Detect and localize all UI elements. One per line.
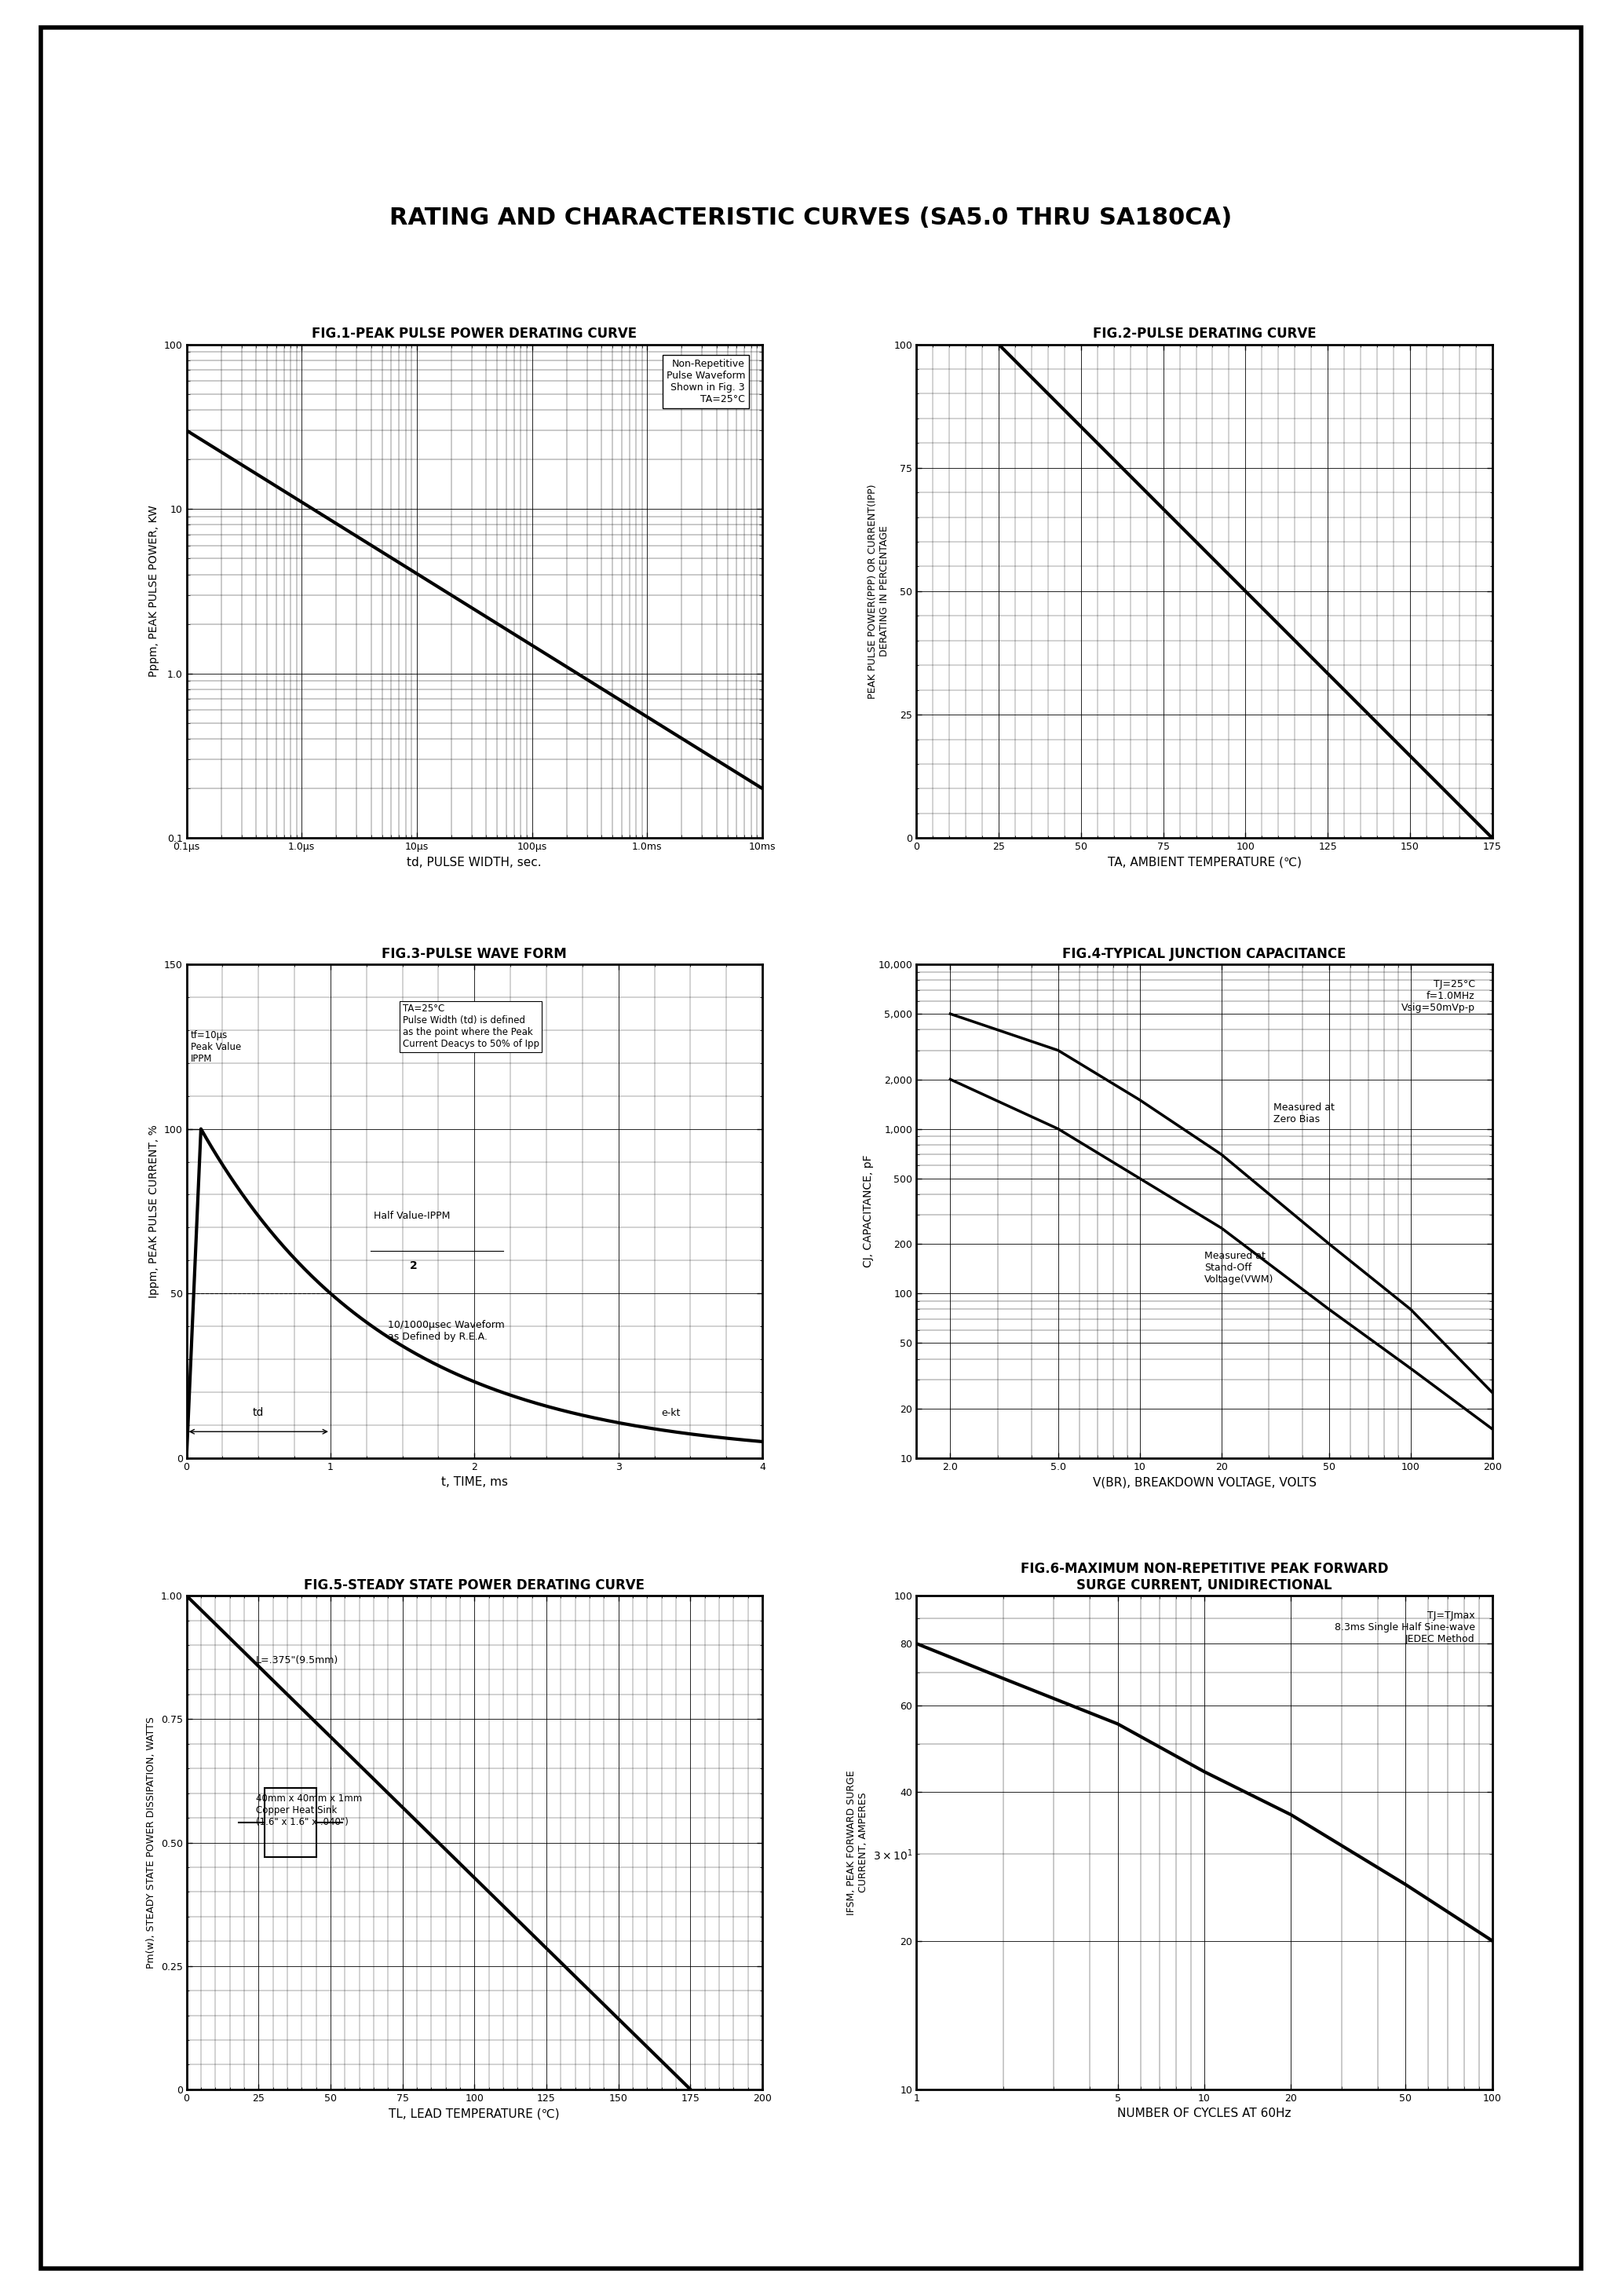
Title: FIG.5-STEADY STATE POWER DERATING CURVE: FIG.5-STEADY STATE POWER DERATING CURVE	[303, 1577, 646, 1593]
Title: FIG.1-PEAK PULSE POWER DERATING CURVE: FIG.1-PEAK PULSE POWER DERATING CURVE	[311, 326, 637, 342]
Text: 2: 2	[410, 1261, 417, 1272]
Y-axis label: CJ, CAPACITANCE, pF: CJ, CAPACITANCE, pF	[863, 1155, 874, 1267]
Text: 10/1000μsec Waveform
as Defined by R.E.A.: 10/1000μsec Waveform as Defined by R.E.A…	[388, 1320, 504, 1341]
Text: Measured at
Zero Bias: Measured at Zero Bias	[1273, 1102, 1335, 1125]
Text: td: td	[253, 1407, 264, 1419]
Text: L=.375"(9.5mm): L=.375"(9.5mm)	[256, 1655, 339, 1665]
Text: Half Value-IPPM: Half Value-IPPM	[373, 1210, 451, 1221]
Y-axis label: Pm(w), STEADY STATE POWER DISSIPATION, WATTS: Pm(w), STEADY STATE POWER DISSIPATION, W…	[146, 1717, 156, 1968]
Text: RATING AND CHARACTERISTIC CURVES (SA5.0 THRU SA180CA): RATING AND CHARACTERISTIC CURVES (SA5.0 …	[389, 207, 1233, 230]
Text: tf=10μs
Peak Value
IPPM: tf=10μs Peak Value IPPM	[191, 1031, 242, 1063]
Text: Measured at
Stand-Off
Voltage(VWM): Measured at Stand-Off Voltage(VWM)	[1204, 1251, 1273, 1283]
Text: Non-Repetitive
Pulse Waveform
Shown in Fig. 3
TA=25°C: Non-Repetitive Pulse Waveform Shown in F…	[667, 358, 744, 404]
Text: TJ=TJmax
8.3ms Single Half Sine-wave
JEDEC Method: TJ=TJmax 8.3ms Single Half Sine-wave JED…	[1335, 1609, 1474, 1644]
Text: e-kt: e-kt	[662, 1407, 681, 1419]
Title: FIG.4-TYPICAL JUNCTION CAPACITANCE: FIG.4-TYPICAL JUNCTION CAPACITANCE	[1062, 946, 1346, 962]
Y-axis label: Pppm, PEAK PULSE POWER, KW: Pppm, PEAK PULSE POWER, KW	[149, 505, 159, 677]
X-axis label: TL, LEAD TEMPERATURE (℃): TL, LEAD TEMPERATURE (℃)	[389, 2108, 560, 2119]
Title: FIG.2-PULSE DERATING CURVE: FIG.2-PULSE DERATING CURVE	[1093, 326, 1315, 342]
Y-axis label: Ippm, PEAK PULSE CURRENT, %: Ippm, PEAK PULSE CURRENT, %	[149, 1125, 159, 1297]
Y-axis label: IFSM, PEAK FORWARD SURGE
CURRENT, AMPERES: IFSM, PEAK FORWARD SURGE CURRENT, AMPERE…	[847, 1770, 868, 1915]
Title: FIG.6-MAXIMUM NON-REPETITIVE PEAK FORWARD
SURGE CURRENT, UNIDIRECTIONAL: FIG.6-MAXIMUM NON-REPETITIVE PEAK FORWAR…	[1020, 1561, 1388, 1593]
Text: TJ=25°C
f=1.0MHz
Vsig=50mVp-p: TJ=25°C f=1.0MHz Vsig=50mVp-p	[1401, 978, 1474, 1013]
Y-axis label: PEAK PULSE POWER(PPP) OR CURRENT(IPP)
DERATING IN PERCENTAGE: PEAK PULSE POWER(PPP) OR CURRENT(IPP) DE…	[868, 484, 889, 698]
X-axis label: td, PULSE WIDTH, sec.: td, PULSE WIDTH, sec.	[407, 856, 542, 868]
X-axis label: NUMBER OF CYCLES AT 60Hz: NUMBER OF CYCLES AT 60Hz	[1118, 2108, 1291, 2119]
X-axis label: V(BR), BREAKDOWN VOLTAGE, VOLTS: V(BR), BREAKDOWN VOLTAGE, VOLTS	[1093, 1476, 1315, 1488]
Text: TA=25°C
Pulse Width (td) is defined
as the point where the Peak
Current Deacys t: TA=25°C Pulse Width (td) is defined as t…	[402, 1003, 539, 1049]
X-axis label: t, TIME, ms: t, TIME, ms	[441, 1476, 508, 1488]
X-axis label: TA, AMBIENT TEMPERATURE (℃): TA, AMBIENT TEMPERATURE (℃)	[1108, 856, 1301, 868]
Bar	[264, 1789, 316, 1857]
Title: FIG.3-PULSE WAVE FORM: FIG.3-PULSE WAVE FORM	[381, 946, 568, 962]
Text: 40mm x 40mm x 1mm
Copper Heat Sink
(1.6" x 1.6" x .040"): 40mm x 40mm x 1mm Copper Heat Sink (1.6"…	[256, 1793, 362, 1828]
